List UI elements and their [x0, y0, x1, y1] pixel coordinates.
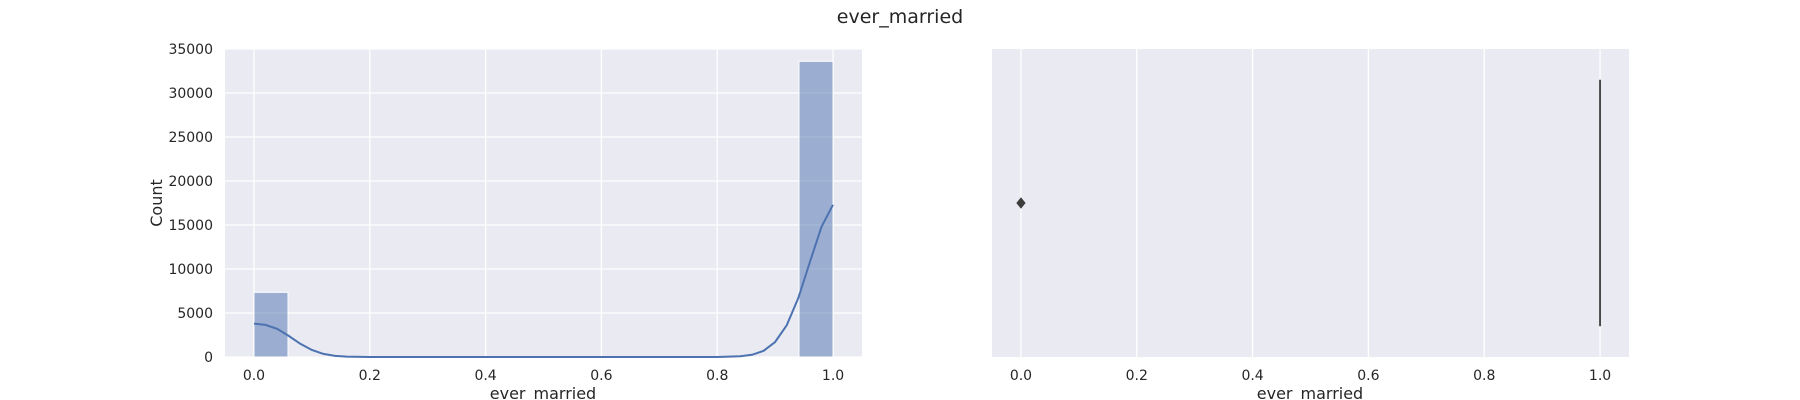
y-tick-label: 20000 — [168, 174, 213, 190]
histogram-kde-line — [253, 204, 834, 358]
y-tick-label: 25000 — [168, 130, 213, 146]
y-tick-label: 30000 — [168, 86, 213, 102]
boxplot-plot-area — [992, 49, 1629, 357]
x-tick-label: 0.6 — [1357, 368, 1379, 384]
y-tick-label: 0 — [204, 350, 213, 366]
histogram-bar — [798, 60, 834, 358]
boxplot-marks — [1016, 79, 1601, 327]
x-tick-label: 0.0 — [1010, 368, 1032, 384]
y-tick-label: 15000 — [168, 218, 213, 234]
histogram-panel: 0.0 0.2 0.4 0.6 0.8 1.0 0 5000 10000 15000 20000 2… — [147, 42, 862, 400]
figure-suptitle: ever_married — [837, 6, 963, 28]
y-tick-label: 10000 — [168, 262, 213, 278]
boxplot-panel: 0.0 0.2 0.4 0.6 0.8 1.0 ever_married — [992, 49, 1629, 400]
boxplot-outlier — [1016, 197, 1026, 209]
histogram-plot-area — [225, 49, 862, 357]
histogram-bars — [253, 60, 834, 358]
x-tick-label: 0.4 — [474, 368, 496, 384]
x-tick-label: 0.8 — [1473, 368, 1495, 384]
boxplot-x-ticks: 0.0 0.2 0.4 0.6 0.8 1.0 — [1010, 368, 1611, 384]
x-tick-label: 0.4 — [1241, 368, 1263, 384]
x-tick-label: 0.2 — [359, 368, 381, 384]
x-tick-label: 1.0 — [1589, 368, 1611, 384]
histogram-y-ticks: 0 5000 10000 15000 20000 25000 30000 35000 — [168, 42, 213, 366]
x-tick-label: 0.2 — [1126, 368, 1148, 384]
x-tick-label: 1.0 — [822, 368, 844, 384]
x-tick-label: 0.0 — [243, 368, 265, 384]
histogram-y-label: Count — [147, 179, 166, 227]
histogram-x-label: ever_married — [490, 384, 596, 400]
y-tick-label: 5000 — [177, 306, 213, 322]
x-tick-label: 0.6 — [590, 368, 612, 384]
boxplot-x-label: ever_married — [1257, 384, 1363, 400]
histogram-x-ticks: 0.0 0.2 0.4 0.6 0.8 1.0 — [243, 368, 844, 384]
y-tick-label: 35000 — [168, 42, 213, 58]
x-tick-label: 0.8 — [706, 368, 728, 384]
